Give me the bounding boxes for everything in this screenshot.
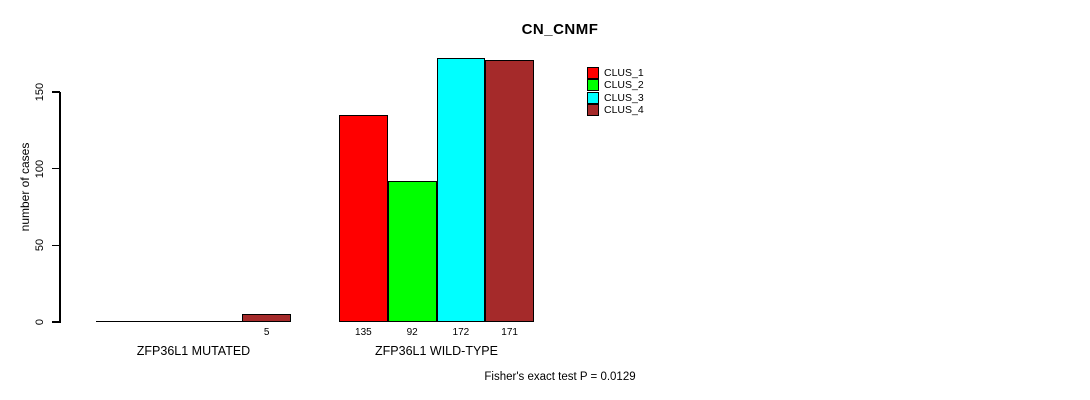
- bar-value-label: 5: [263, 327, 270, 338]
- y-tick-mark: [52, 91, 60, 93]
- legend-swatch-clus_4: [587, 104, 599, 117]
- bar-value-label: 92: [406, 327, 418, 338]
- bar-clus_3-wildtype: [436, 58, 486, 322]
- legend-label: CLUS_3: [604, 91, 644, 104]
- bar-value-label: 135: [355, 327, 372, 338]
- zero-height-bar: [96, 320, 145, 322]
- chart-title: CN_CNMF: [521, 21, 599, 38]
- legend-label: CLUS_2: [604, 79, 644, 92]
- y-tick-mark: [52, 167, 60, 170]
- statistical-test-annotation: Fisher's exact test P = 0.0129: [484, 371, 636, 383]
- bar-clus_4-wildtype: [485, 59, 534, 322]
- y-tick-mark: [52, 321, 60, 323]
- bar-clus_1-wildtype: [339, 115, 388, 322]
- zero-height-bar: [193, 320, 243, 322]
- x-category-label: ZFP36L1 WILD-TYPE: [375, 343, 498, 358]
- y-tick-label: 150: [34, 82, 46, 102]
- legend-swatch-clus_3: [587, 91, 599, 104]
- y-tick-label: 0: [34, 318, 46, 326]
- legend-label: CLUS_1: [604, 67, 644, 79]
- legend-label: CLUS_4: [604, 104, 644, 117]
- bar-clus_4-mutated: [242, 314, 291, 322]
- legend-item: CLUS_2: [587, 79, 644, 92]
- legend-item: CLUS_4: [587, 104, 644, 117]
- legend-swatch-clus_2: [587, 79, 599, 92]
- legend-item: CLUS_3: [587, 91, 644, 104]
- legend-item: CLUS_1: [587, 67, 644, 79]
- bar-value-label: 172: [452, 327, 470, 338]
- y-tick-label: 50: [34, 239, 46, 252]
- x-category-label: ZFP36L1 MUTATED: [136, 343, 251, 358]
- legend: CLUS_1 CLUS_2 CLUS_3 CLUS_4: [587, 67, 644, 117]
- bar-value-label: 171: [501, 327, 518, 338]
- y-tick-label: 100: [34, 159, 46, 178]
- y-tick-mark: [52, 244, 60, 247]
- bar-clus_2-wildtype: [387, 180, 437, 322]
- zero-height-bar: [144, 320, 194, 322]
- y-axis-line: [59, 92, 61, 323]
- legend-swatch-clus_1: [587, 67, 599, 79]
